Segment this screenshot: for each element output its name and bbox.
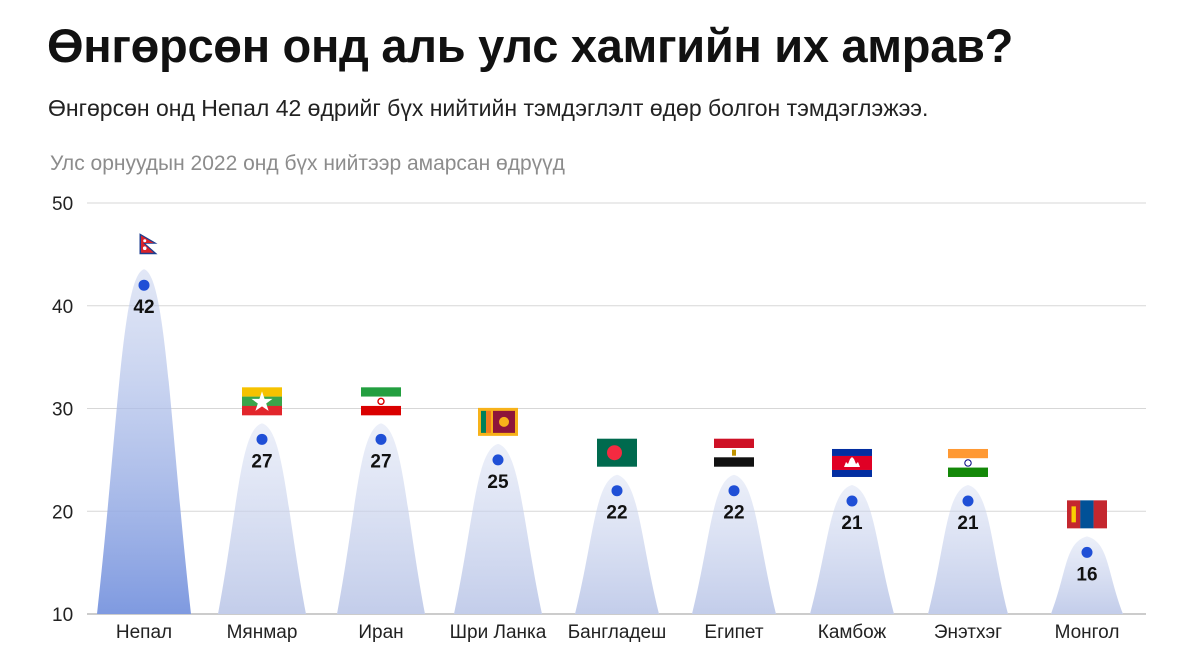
x-tick-label: Мянмар <box>227 622 298 643</box>
cambodia-flag-icon <box>832 448 872 477</box>
y-tick-label: 30 <box>52 400 73 421</box>
data-point <box>138 279 150 291</box>
data-label: 22 <box>723 503 744 524</box>
y-tick-label: 40 <box>52 297 73 318</box>
data-point <box>962 495 974 507</box>
x-tick-label: Египет <box>704 622 763 643</box>
data-point <box>256 433 268 445</box>
x-tick-label: Камбож <box>818 622 887 643</box>
data-label: 21 <box>841 513 863 534</box>
page-subtitle: Өнгөрсөн онд Непал 42 өдрийг бүх нийтийн… <box>48 95 929 121</box>
egypt-flag-icon <box>714 438 754 467</box>
data-label: 27 <box>251 451 272 472</box>
peak-shape <box>575 474 659 614</box>
india-flag-icon <box>948 448 988 477</box>
y-tick-label: 10 <box>52 605 73 626</box>
page-title: Өнгөрсөн онд аль улс хамгийн их амрав? <box>47 19 1014 72</box>
peak-shape <box>810 484 894 614</box>
peak-shape <box>97 269 191 614</box>
data-point <box>846 495 858 507</box>
peak-shape <box>337 423 425 614</box>
data-label: 21 <box>957 513 979 534</box>
peak-shape <box>218 423 306 614</box>
x-tick-label: Энэтхэг <box>934 622 1002 643</box>
data-label: 22 <box>606 503 627 524</box>
data-point <box>728 485 740 497</box>
y-tick-label: 20 <box>52 502 73 523</box>
peak-shape <box>692 474 776 614</box>
peak-shape <box>454 443 542 614</box>
data-point <box>375 433 387 445</box>
bangladesh-flag-icon <box>597 438 637 467</box>
data-label: 27 <box>370 451 391 472</box>
x-tick-label: Монгол <box>1055 622 1120 643</box>
x-tick-label: Непал <box>116 622 172 643</box>
sri-lanka-flag-icon <box>478 407 518 436</box>
x-tick-label: Бангладеш <box>568 622 667 643</box>
data-point <box>492 454 504 466</box>
mongolia-flag-icon <box>1067 500 1107 529</box>
peak-shape <box>928 484 1008 614</box>
x-tick-label: Шри Ланка <box>450 622 547 643</box>
y-axis-caption: Улс орнуудын 2022 онд бүх нийтээр амарса… <box>50 152 565 175</box>
iran-flag-icon <box>361 387 401 416</box>
data-label: 42 <box>133 297 154 318</box>
y-tick-label: 50 <box>52 194 73 215</box>
data-point <box>611 485 623 497</box>
data-label: 16 <box>1076 564 1097 585</box>
data-label: 25 <box>487 472 509 493</box>
nepal-flag-icon <box>139 233 158 255</box>
data-point <box>1081 546 1093 558</box>
x-tick-label: Иран <box>358 622 403 643</box>
peak-shape <box>1051 536 1123 614</box>
myanmar-flag-icon <box>242 387 282 416</box>
